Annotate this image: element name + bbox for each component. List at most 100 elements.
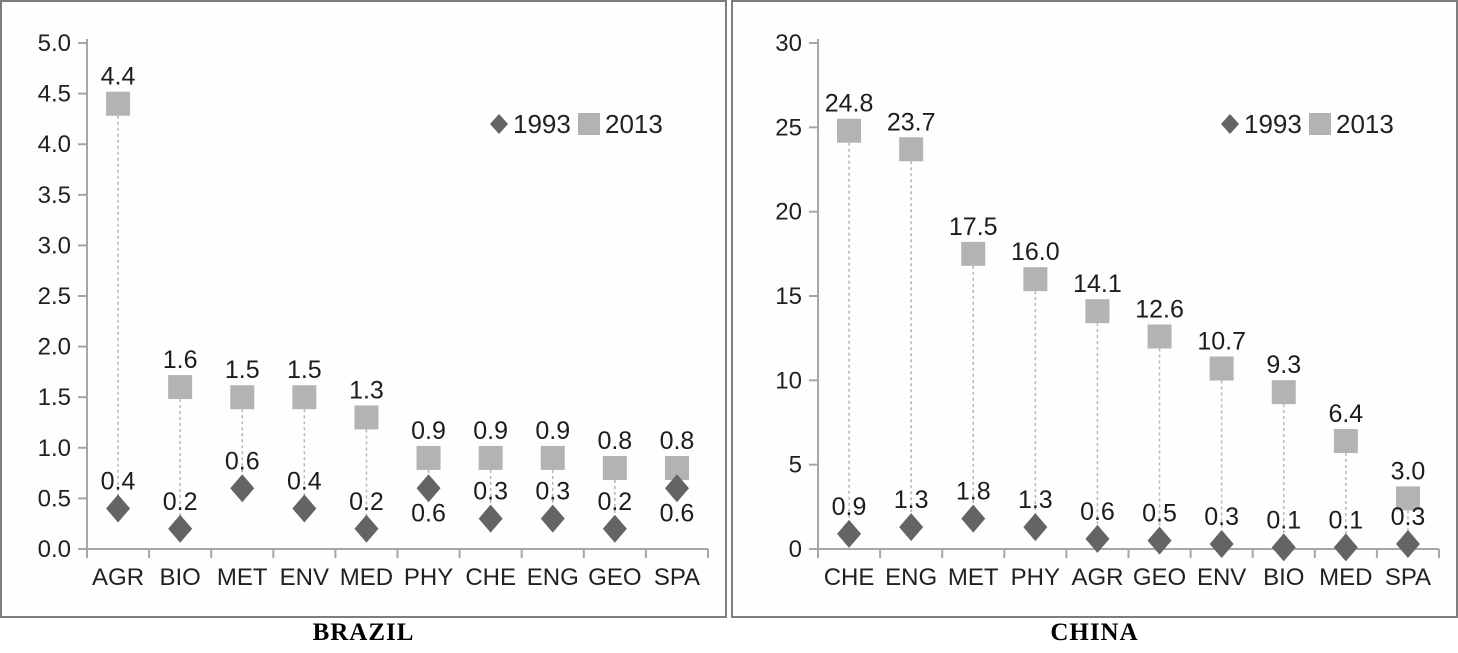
marker-1993-diamond — [292, 494, 317, 523]
marker-2013-square — [1209, 356, 1234, 381]
data-label-1993: 0.9 — [832, 493, 867, 521]
data-label-2013: 0.9 — [535, 417, 570, 445]
y-axis-tick-label: 1.0 — [38, 435, 71, 462]
data-label-1993: 1.8 — [956, 478, 991, 506]
x-category-label: AGR — [92, 564, 144, 591]
brazil-chart-frame: 0.0 0.5 1.0 1.5 2.0 2.5 3.0 3.5 4.0 4.5 5.0 AGR 4.4 0… — [0, 0, 727, 618]
y-axis-tick-label: 2.5 — [38, 283, 71, 310]
china-chart-title: CHINA — [1050, 619, 1139, 646]
y-axis-tick-label: 0.5 — [38, 485, 71, 512]
x-category-label: ENV — [280, 564, 329, 591]
x-category-label: SPA — [654, 564, 700, 591]
y-axis-tick-label: 25 — [775, 114, 802, 141]
data-label-1993: 0.4 — [101, 468, 136, 496]
marker-2013-square — [168, 375, 193, 400]
data-label-2013: 4.4 — [101, 63, 136, 91]
x-category-label: ENV — [1197, 564, 1246, 591]
data-label-2013: 14.1 — [1073, 270, 1122, 298]
x-category-label: BIO — [1263, 564, 1304, 591]
marker-2013-square — [1147, 324, 1172, 349]
marker-2013-square — [899, 137, 924, 162]
x-category-label: MED — [1319, 564, 1372, 591]
marker-2013-square — [1333, 429, 1358, 454]
x-category-label: GEO — [1133, 564, 1186, 591]
x-category-label: BIO — [159, 564, 200, 591]
marker-2013-square — [478, 445, 503, 470]
data-label-2013: 16.0 — [1011, 238, 1060, 266]
data-label-1993: 0.6 — [1080, 498, 1115, 526]
x-category-label: ENG — [527, 564, 579, 591]
data-label-2013: 1.5 — [287, 356, 322, 384]
legend-diamond-icon — [490, 114, 508, 134]
marker-1993-diamond — [1023, 513, 1048, 542]
data-label-2013: 10.7 — [1197, 328, 1246, 356]
data-label-1993: 0.6 — [660, 499, 695, 527]
marker-2013-square — [1085, 299, 1110, 324]
marker-1993-diamond — [1209, 529, 1234, 558]
y-axis-tick-label: 15 — [775, 283, 802, 310]
data-label-1993: 0.5 — [1142, 500, 1177, 528]
marker-1993-diamond — [416, 474, 441, 503]
data-label-2013: 0.9 — [411, 417, 446, 445]
data-label-1993: 1.3 — [894, 486, 929, 514]
marker-1993-diamond — [168, 514, 193, 543]
x-category-label: PHY — [1011, 564, 1060, 591]
y-axis-tick-label: 0 — [789, 536, 802, 563]
legend-square-icon — [1309, 113, 1331, 135]
marker-1993-diamond — [664, 474, 689, 503]
china-panel: 0 5 10 15 20 25 30 CHE 24.8 0.9 ENG 23.7 1.3 MET 17.5 1… — [731, 0, 1458, 652]
data-label-1993: 0.3 — [1391, 503, 1426, 531]
data-label-2013: 24.8 — [825, 90, 874, 118]
x-category-label: AGR — [1071, 564, 1123, 591]
data-label-1993: 0.1 — [1266, 506, 1301, 534]
y-axis-tick-label: 2.0 — [38, 334, 71, 361]
data-label-2013: 0.9 — [473, 417, 508, 445]
data-label-2013: 1.5 — [225, 356, 260, 384]
legend: 1993 2013 — [1221, 109, 1394, 139]
legend-label-2013: 2013 — [605, 109, 663, 139]
marker-2013-square — [837, 118, 862, 143]
marker-1993-diamond — [1333, 533, 1358, 562]
marker-1993-diamond — [837, 519, 862, 548]
data-label-2013: 0.8 — [660, 427, 695, 455]
x-category-label: ENG — [885, 564, 937, 591]
data-label-2013: 6.4 — [1328, 400, 1363, 428]
data-label-1993: 0.3 — [1204, 503, 1239, 531]
legend-square-icon — [578, 113, 600, 135]
y-axis-tick-label: 4.5 — [38, 81, 71, 108]
marker-1993-diamond — [1147, 526, 1172, 555]
china-chart: 0 5 10 15 20 25 30 CHE 24.8 0.9 ENG 23.7 1.3 MET 17.5 1… — [775, 30, 1440, 591]
x-category-label: MET — [948, 564, 999, 591]
data-label-2013: 23.7 — [887, 108, 936, 136]
marker-1993-diamond — [478, 504, 503, 533]
data-label-2013: 1.6 — [163, 346, 198, 374]
marker-1993-diamond — [540, 504, 565, 533]
marker-1993-diamond — [1395, 529, 1420, 558]
data-label-1993: 0.2 — [597, 488, 632, 516]
y-axis-tick-label: 3.0 — [38, 232, 71, 259]
marker-1993-diamond — [230, 474, 255, 503]
data-label-1993: 1.3 — [1018, 486, 1053, 514]
marker-2013-square — [1023, 267, 1048, 292]
data-label-2013: 3.0 — [1391, 457, 1426, 485]
x-category-label: SPA — [1385, 564, 1431, 591]
marker-2013-square — [540, 445, 565, 470]
data-label-2013: 9.3 — [1266, 351, 1301, 379]
data-label-1993: 0.3 — [473, 478, 508, 506]
marker-1993-diamond — [354, 514, 379, 543]
x-category-label: CHE — [824, 564, 875, 591]
legend-label-2013: 2013 — [1336, 109, 1394, 139]
y-axis-tick-label: 5.0 — [38, 30, 71, 57]
y-axis-tick-label: 30 — [775, 30, 802, 57]
marker-2013-square — [106, 91, 131, 116]
marker-2013-square — [354, 405, 379, 430]
marker-2013-square — [602, 456, 627, 481]
y-axis-tick-label: 3.5 — [38, 182, 71, 209]
marker-1993-diamond — [106, 494, 131, 523]
legend-label-1993: 1993 — [1244, 109, 1302, 139]
marker-2013-square — [230, 385, 255, 410]
data-label-1993: 0.2 — [349, 488, 384, 516]
legend: 1993 2013 — [490, 109, 663, 139]
data-label-1993: 0.2 — [163, 488, 198, 516]
